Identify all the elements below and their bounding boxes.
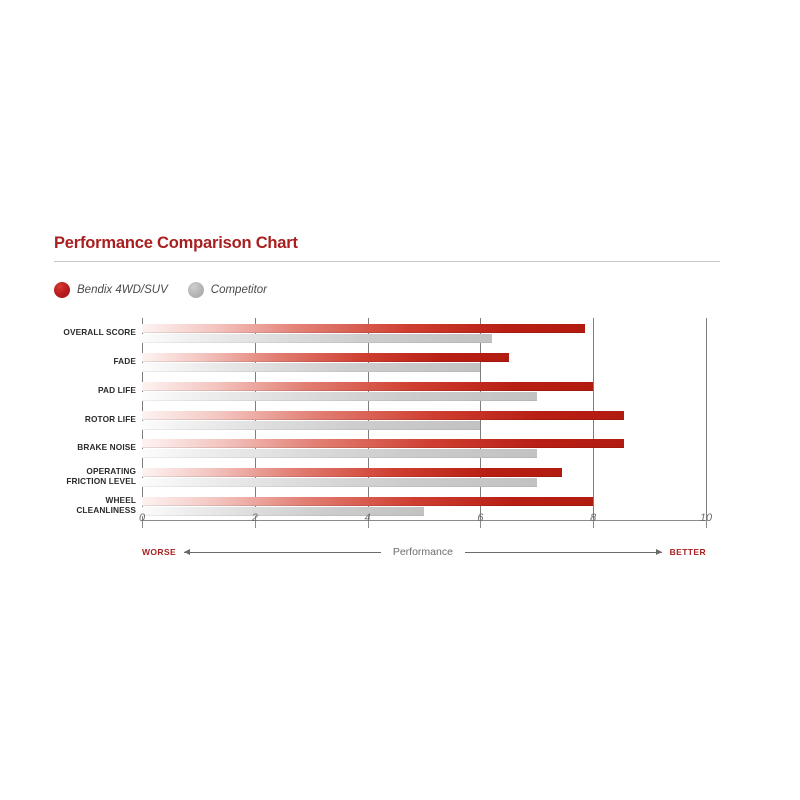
x-tick-label: 8	[590, 512, 597, 524]
category-label-line: FADE	[113, 355, 136, 366]
x-tick-6	[480, 520, 482, 528]
legend-item-competitor: Competitor	[187, 282, 268, 298]
x-tick-2	[254, 520, 256, 528]
performance-direction-annotation: WORSE Performance BETTER	[142, 544, 706, 560]
x-tick-8	[593, 520, 595, 528]
category-label: OPERATING FRICTION LEVEL	[40, 466, 136, 486]
worse-arrow-icon	[184, 548, 381, 556]
chart-row	[142, 405, 706, 434]
bar-bendix	[142, 497, 594, 507]
x-tick-0	[142, 520, 143, 528]
red-circle-icon	[54, 282, 70, 298]
x-tick-label: 4	[364, 512, 371, 524]
category-label-line: OPERATING	[86, 466, 136, 477]
bar-competitor	[142, 420, 481, 430]
x-tick-label: 10	[699, 512, 713, 524]
category-label: ROTOR LIFE	[40, 414, 136, 424]
chart-row	[142, 376, 706, 405]
bar-bendix	[142, 468, 563, 478]
bar-bendix	[142, 324, 585, 333]
bar-competitor	[142, 478, 537, 488]
category-label-line: WHEEL	[105, 495, 136, 506]
performance-axis-label: Performance	[392, 546, 453, 558]
x-tick-label: 6	[477, 512, 484, 524]
legend-item-label: Competitor	[210, 284, 268, 296]
bar-bendix	[142, 381, 594, 391]
category-label-line: BRAKE NOISE	[77, 442, 136, 453]
gridline-10	[706, 318, 707, 520]
bar-bendix	[142, 439, 625, 449]
legend-item-bendix: Bendix 4WD/SUV	[54, 282, 168, 298]
chart-row	[142, 462, 706, 491]
chart-row	[142, 491, 706, 520]
category-label-line: CLEANLINESS	[76, 505, 136, 516]
bar-competitor	[142, 507, 424, 517]
chart-row	[142, 318, 706, 347]
bar-competitor	[142, 449, 537, 459]
chart-legend: Bendix 4WD/SUV Competitor	[54, 282, 279, 298]
chart-row	[142, 347, 706, 376]
x-tick-label: 0	[138, 512, 146, 524]
category-label-line: PAD LIFE	[98, 384, 136, 395]
bar-competitor	[142, 362, 481, 372]
bar-competitor	[142, 334, 492, 343]
gray-circle-icon	[187, 282, 204, 298]
category-label-line: OVERALL SCORE	[63, 326, 136, 337]
category-label: PAD LIFE	[40, 385, 136, 395]
page-title: Performance Comparison Chart	[54, 234, 298, 252]
x-tick-label: 2	[251, 512, 258, 524]
bar-bendix	[142, 410, 625, 420]
bar-competitor	[142, 391, 537, 401]
chart-row	[142, 433, 706, 462]
better-arrow-icon	[464, 548, 662, 556]
x-tick-10	[706, 520, 707, 528]
better-label: BETTER	[669, 547, 707, 557]
category-label: OVERALL SCORE	[40, 327, 136, 337]
x-tick-4	[367, 520, 369, 528]
legend-item-label: Bendix 4WD/SUV	[77, 284, 168, 296]
title-divider	[54, 261, 720, 262]
category-label: WHEEL CLEANLINESS	[40, 495, 136, 515]
bar-bendix	[142, 352, 509, 362]
x-axis-line	[142, 520, 706, 521]
category-label-line: ROTOR LIFE	[84, 413, 136, 424]
plot-area	[142, 318, 707, 528]
category-label-line: FRICTION LEVEL	[66, 476, 136, 487]
worse-label: WORSE	[142, 547, 177, 557]
category-label: FADE	[40, 356, 136, 366]
category-label: BRAKE NOISE	[40, 442, 136, 452]
